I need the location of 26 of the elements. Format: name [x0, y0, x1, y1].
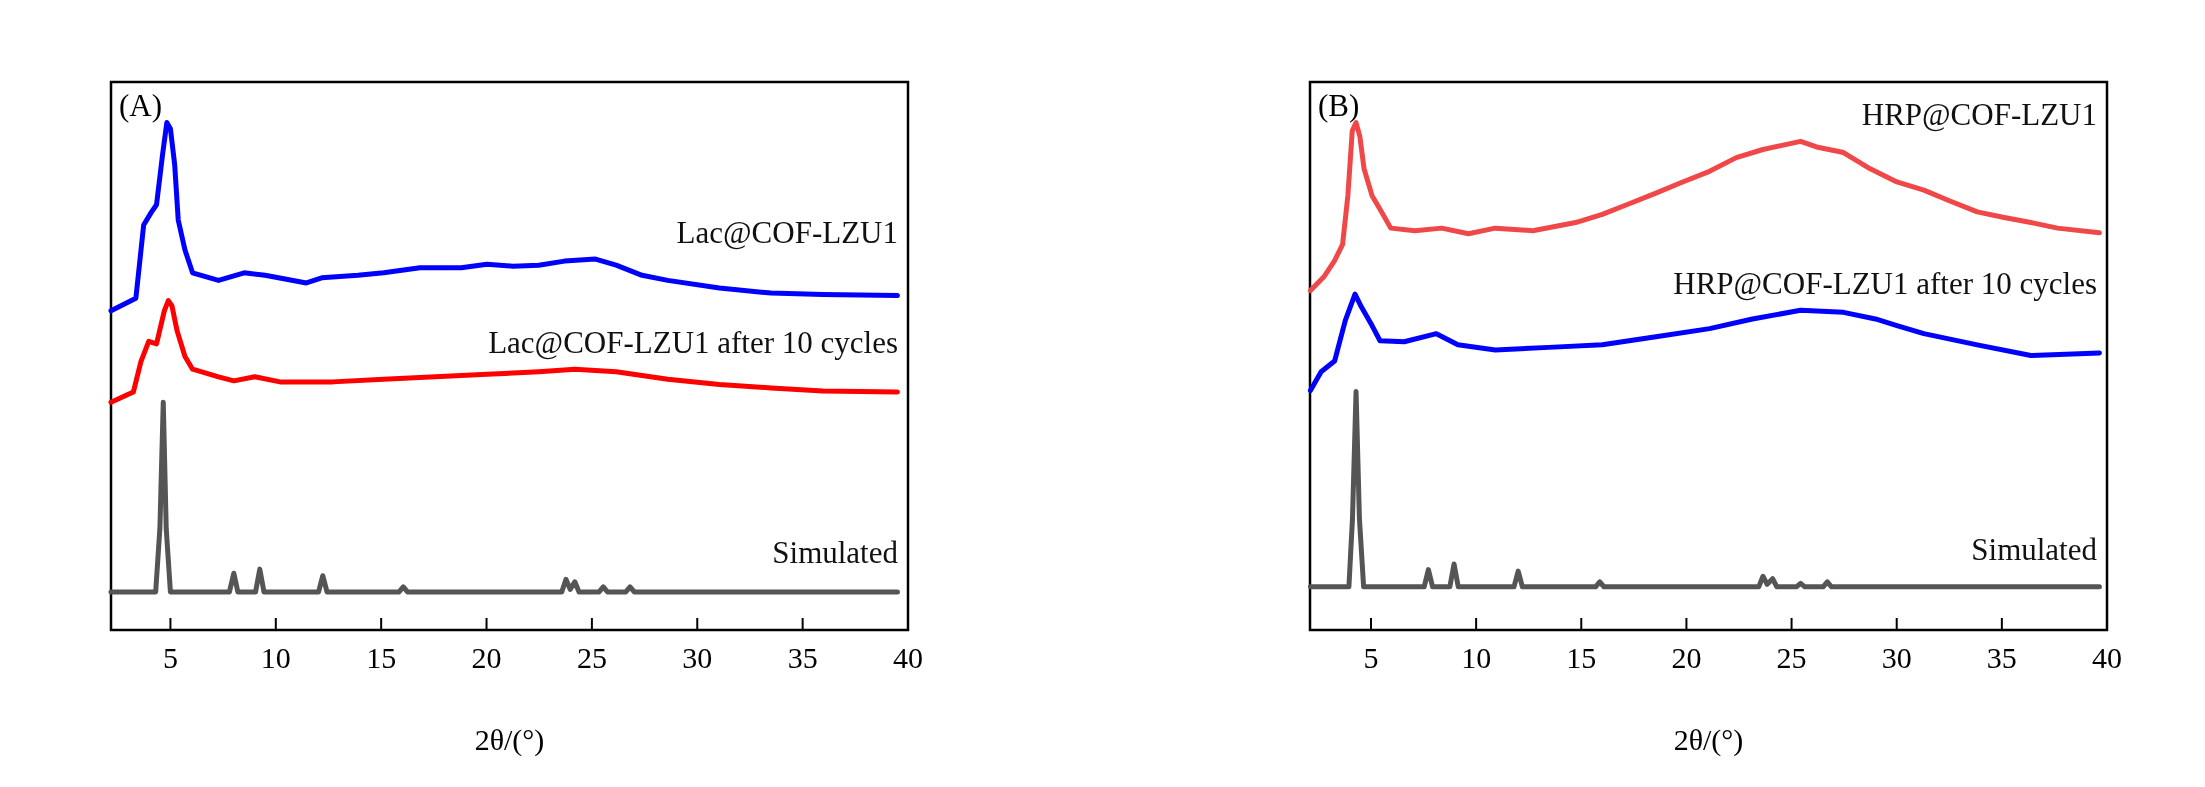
x-tick-label: 15: [1566, 641, 1597, 674]
x-tick-label: 10: [260, 641, 291, 674]
series-label: Simulated: [1971, 532, 2098, 568]
series-label: HRP@COF-LZU1: [1861, 97, 2097, 133]
x-tick-label: 40: [893, 641, 923, 674]
x-tick-label: 30: [682, 641, 713, 674]
x-tick-label: 20: [1671, 641, 1702, 674]
x-tick-label: 25: [1776, 641, 1807, 674]
x-tick-label: 25: [576, 641, 607, 674]
x-axis-title: 2θ/(°): [474, 723, 545, 757]
chart-title: (B): [1318, 88, 1360, 123]
x-tick-label: 35: [787, 641, 818, 674]
series-label: HRP@COF-LZU1 after 10 cycles: [1673, 266, 2097, 302]
x-tick-label: 15: [366, 641, 397, 674]
x-axis-title: 2θ/(°): [1673, 723, 1744, 757]
x-tick-label: 5: [162, 641, 178, 674]
x-tick-label: 40: [2092, 641, 2122, 674]
series-label: Lac@COF-LZU1 after 10 cycles: [488, 325, 898, 361]
x-tick-label: 20: [471, 641, 502, 674]
x-tick-label: 5: [1363, 641, 1379, 674]
x-tick-label: 10: [1461, 641, 1492, 674]
series-label: Simulated: [772, 535, 899, 571]
x-tick-label: 35: [1986, 641, 2017, 674]
series-label: Lac@COF-LZU1: [676, 215, 898, 251]
x-tick-label: 30: [1881, 641, 1912, 674]
chart-title: (A): [119, 88, 163, 123]
